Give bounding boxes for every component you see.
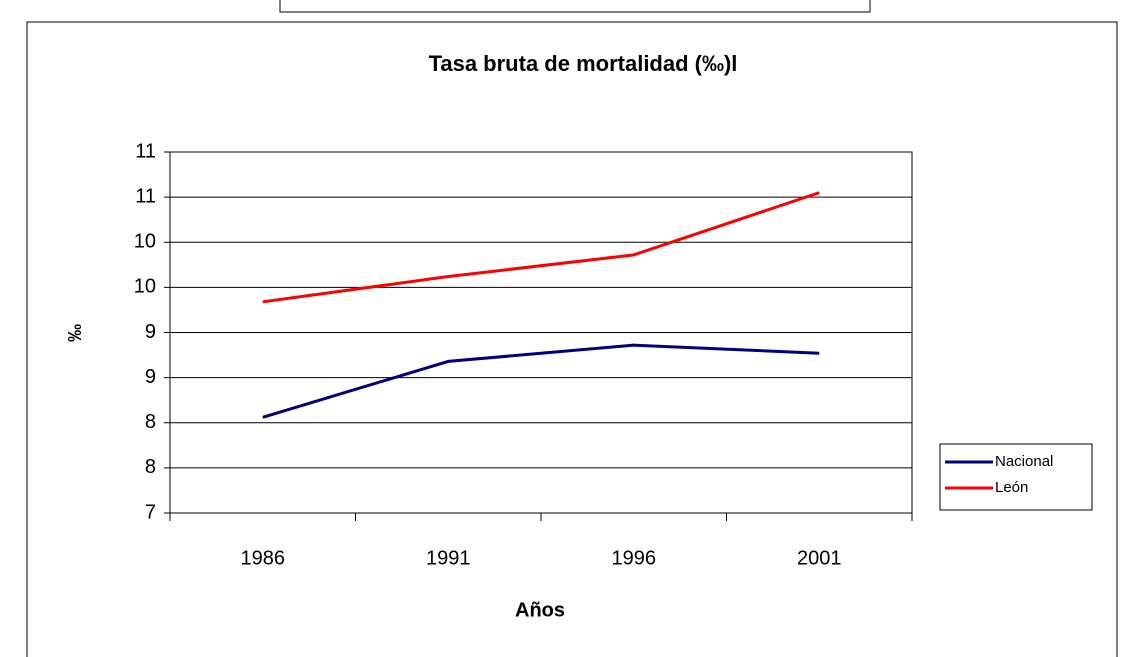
x-tick-label: 1996	[612, 547, 657, 569]
y-tick-label: 9	[145, 366, 156, 388]
y-tick-label: 8	[145, 411, 156, 433]
y-tick-label: 7	[145, 501, 156, 523]
y-tick-label: 8	[145, 456, 156, 478]
y-tick-label: 10	[134, 231, 156, 253]
y-tick-label: 9	[145, 321, 156, 343]
legend-label: León	[995, 479, 1028, 496]
chart-title: Tasa bruta de mortalidad (‰)l	[429, 51, 738, 76]
x-tick-label: 2001	[797, 547, 842, 569]
legend	[939, 443, 1093, 511]
y-tick-label: 11	[135, 185, 156, 207]
x-axis-label: Años	[515, 599, 565, 621]
legend-label: Nacional	[995, 453, 1053, 470]
chart-frame	[26, 21, 1118, 657]
x-tick-label: 1991	[426, 547, 471, 569]
top-box	[279, 0, 871, 13]
y-tick-label: 10	[134, 276, 156, 298]
x-tick-label: 1986	[241, 547, 286, 569]
series-line	[262, 343, 820, 419]
y-tick-label: 11	[135, 140, 156, 162]
series-line	[262, 191, 820, 304]
y-axis-label: ‰	[65, 324, 85, 342]
